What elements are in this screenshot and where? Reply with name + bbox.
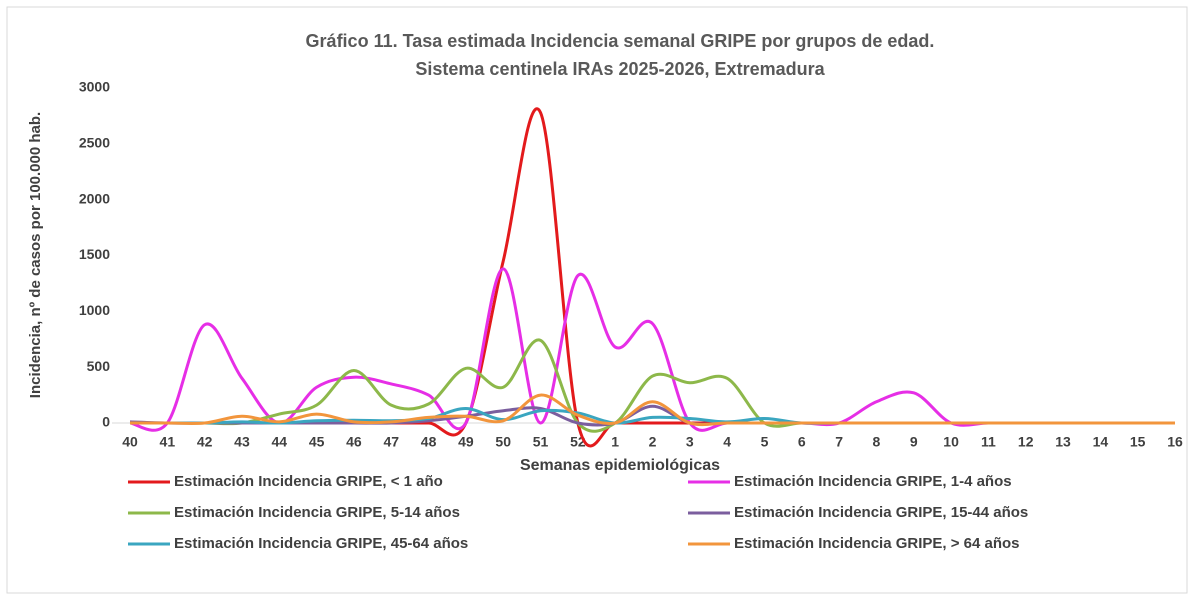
legend-label: Estimación Incidencia GRIPE, > 64 años <box>734 535 1020 552</box>
x-tick-label: 45 <box>309 434 325 450</box>
legend-label: Estimación Incidencia GRIPE, 45-64 años <box>174 535 468 552</box>
y-tick-label: 2500 <box>79 135 110 151</box>
chart-border <box>6 6 1188 594</box>
x-tick-label: 16 <box>1167 434 1183 450</box>
x-tick-label: 4 <box>723 434 731 450</box>
x-tick-label: 48 <box>421 434 437 450</box>
x-tick-label: 50 <box>495 434 511 450</box>
legend-label: Estimación Incidencia GRIPE, 1-4 años <box>734 473 1012 490</box>
x-tick-label: 3 <box>686 434 694 450</box>
x-tick-label: 49 <box>458 434 474 450</box>
y-tick-label: 3000 <box>79 79 110 95</box>
y-tick-label: 1000 <box>79 302 110 318</box>
x-tick-label: 1 <box>611 434 619 450</box>
x-tick-label: 13 <box>1055 434 1071 450</box>
x-tick-label: 15 <box>1130 434 1146 450</box>
legend-label: Estimación Incidencia GRIPE, 15-44 años <box>734 504 1028 521</box>
x-tick-label: 46 <box>346 434 362 450</box>
x-tick-label: 14 <box>1093 434 1109 450</box>
x-tick-label: 43 <box>234 434 250 450</box>
x-tick-label: 8 <box>873 434 881 450</box>
x-tick-label: 51 <box>533 434 549 450</box>
x-tick-label: 44 <box>271 434 287 450</box>
x-tick-label: 12 <box>1018 434 1034 450</box>
x-tick-label: 7 <box>835 434 843 450</box>
x-tick-label: 41 <box>160 434 176 450</box>
chart-title: Gráfico 11. Tasa estimada Incidencia sem… <box>306 31 935 51</box>
x-tick-label: 10 <box>943 434 959 450</box>
chart-subtitle: Sistema centinela IRAs 2025-2026, Extrem… <box>415 59 825 79</box>
y-axis-label: Incidencia, nº de casos por 100.000 hab. <box>27 112 44 398</box>
x-tick-label: 40 <box>122 434 138 450</box>
x-tick-label: 2 <box>649 434 657 450</box>
y-tick-label: 0 <box>102 414 110 430</box>
x-tick-label: 9 <box>910 434 918 450</box>
legend-label: Estimación Incidencia GRIPE, 5-14 años <box>174 504 460 521</box>
series-line <box>130 393 1175 427</box>
legend-label: Estimación Incidencia GRIPE, < 1 año <box>174 473 443 490</box>
y-tick-label: 2000 <box>79 190 110 206</box>
x-tick-label: 11 <box>981 434 996 450</box>
x-tick-label: 47 <box>383 434 399 450</box>
x-tick-label: 42 <box>197 434 213 450</box>
x-axis-label: Semanas epidemiológicas <box>520 457 720 474</box>
x-tick-label: 6 <box>798 434 806 450</box>
y-tick-label: 500 <box>87 358 111 374</box>
y-tick-label: 1500 <box>79 246 110 262</box>
x-tick-label: 5 <box>761 434 769 450</box>
